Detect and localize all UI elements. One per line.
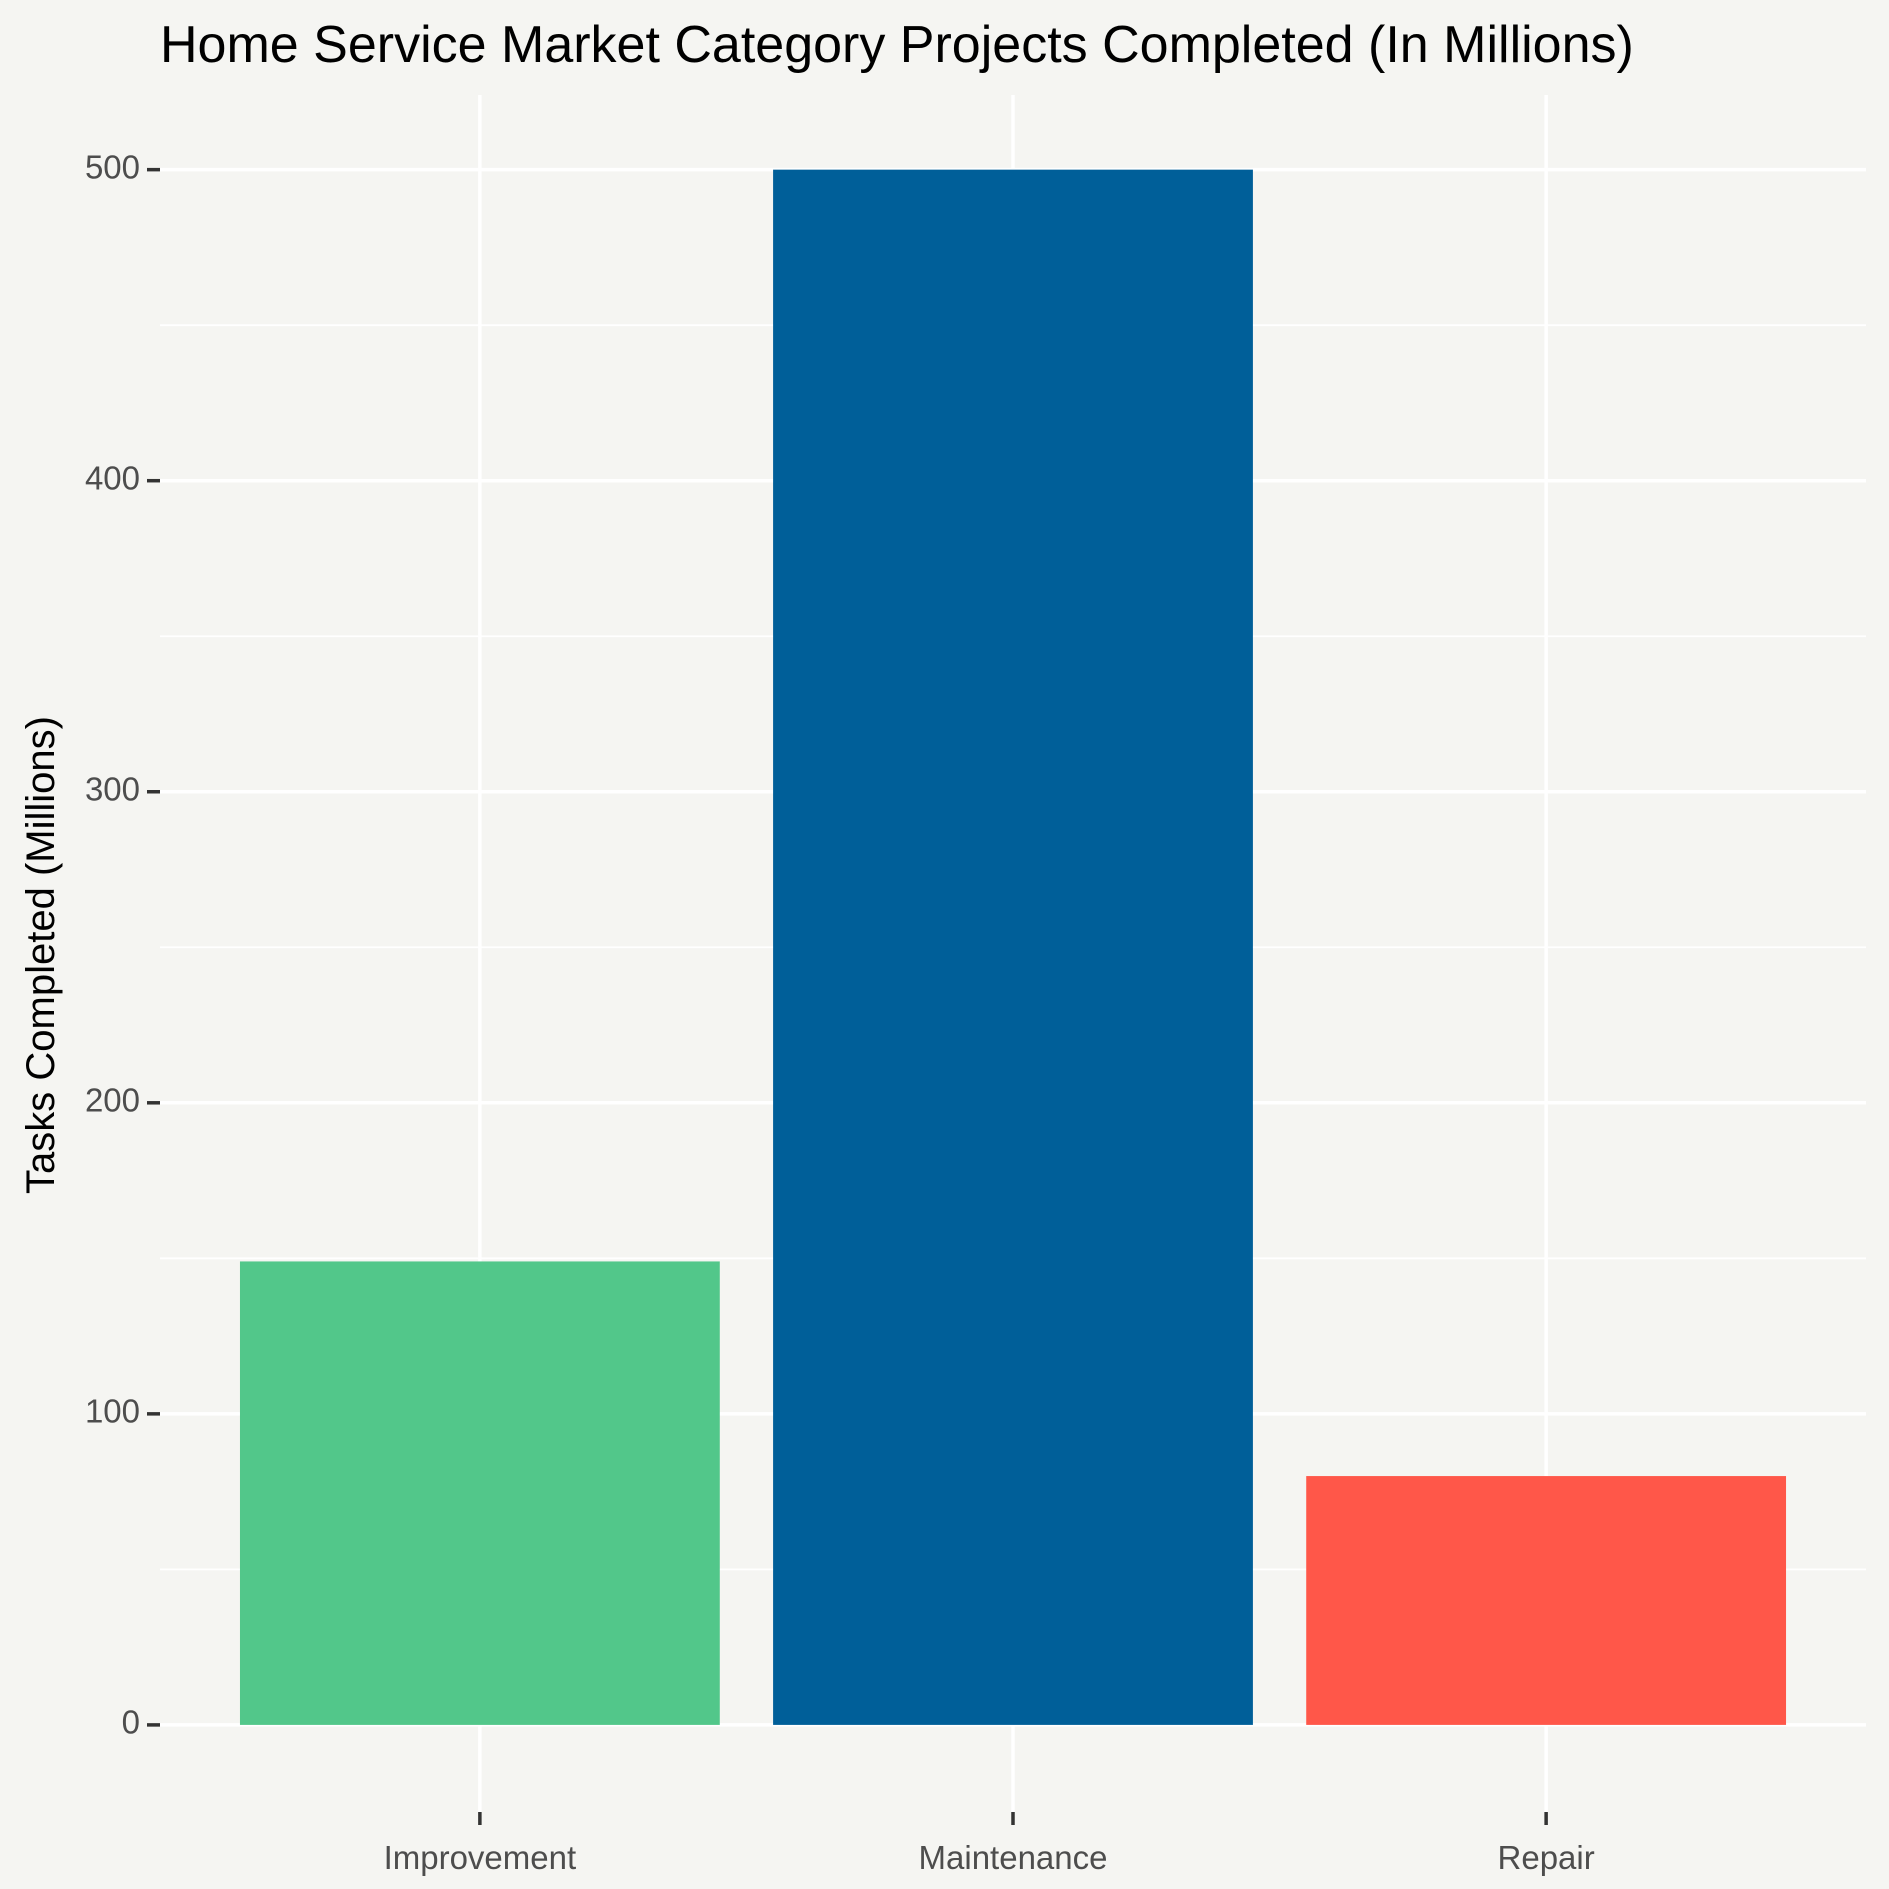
bar-repair	[1306, 1476, 1787, 1725]
y-tick-label: 100	[85, 1393, 140, 1430]
bars	[239, 169, 1787, 1725]
x-tick-label: Maintenance	[919, 1839, 1108, 1876]
bar-maintenance	[773, 169, 1253, 1725]
y-tick-label: 0	[122, 1704, 140, 1741]
x-tick-label: Repair	[1498, 1839, 1595, 1876]
y-tick-label: 500	[85, 148, 140, 185]
y-tick-label: 400	[85, 459, 140, 496]
x-tick-label: Improvement	[384, 1839, 577, 1876]
bar-improvement	[239, 1261, 720, 1725]
y-axis-label: Tasks Completed (Millions)	[19, 716, 63, 1194]
chart-title: Home Service Market Category Projects Co…	[160, 16, 1634, 74]
y-tick-label: 200	[85, 1082, 140, 1119]
y-tick-label: 300	[85, 770, 140, 807]
axes: 0 100 200 300 400 500 Improvement Maintenance Re…	[85, 148, 1595, 1876]
